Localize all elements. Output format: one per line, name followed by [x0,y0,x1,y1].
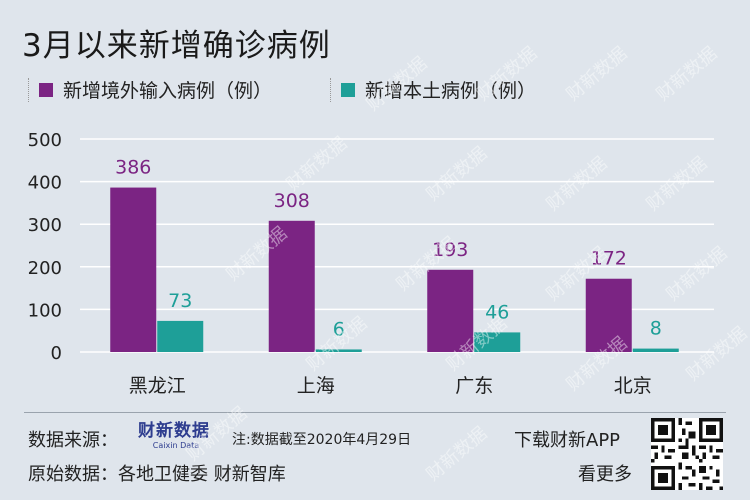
bar-local [474,332,521,352]
x-tick-label: 北京 [614,375,652,397]
legend-swatch-imported [39,82,53,97]
bar-imported [268,220,315,352]
y-tick-label: 100 [28,300,62,321]
see-more-text[interactable]: 看更多 [578,464,632,485]
source-label: 数据来源： [28,430,118,451]
y-tick-label: 200 [28,258,62,279]
y-tick-label: 0 [51,343,62,364]
x-tick-label: 黑龙江 [129,375,186,397]
data-label: 308 [274,190,310,212]
legend-swatch-local [341,82,355,97]
data-note: 注:数据截至2020年4月29日 [232,432,412,448]
data-label: 6 [333,318,345,340]
bar-local [315,349,362,352]
y-tick-label: 500 [28,130,62,151]
x-tick-label: 上海 [297,375,335,397]
qr-code-icon[interactable] [651,418,723,490]
legend: 新增境外输入病例（例） 新增本土病例（例） [0,76,750,104]
bar-local [632,348,679,352]
data-label: 172 [591,248,627,270]
x-tick-label: 广东 [455,375,493,397]
data-label: 193 [432,239,468,261]
footer: 数据来源： 财新数据 Caixin Data 注:数据截至2020年4月29日 … [0,412,750,500]
legend-item-imported: 新增境外输入病例（例） [28,76,272,103]
logo-en: Caixin Data [152,441,200,450]
chart-title: 3月以来新增确诊病例 [22,28,331,64]
y-tick-label: 300 [28,215,62,236]
data-label: 46 [485,301,509,323]
y-tick-label: 400 [28,173,62,194]
caixin-data-logo: 财新数据 Caixin Data [138,421,214,455]
chart-area: 0 100 200 300 400 500 386 73 黑龙江 308 6 上海 193 46 广东 172… [28,130,714,397]
legend-separator [330,77,331,102]
bar-imported [110,187,157,352]
legend-label-imported: 新增境外输入病例（例） [63,80,273,102]
data-label: 73 [168,290,192,312]
download-app-text[interactable]: 下载财新APP [514,430,621,451]
legend-separator [28,77,29,102]
bar-imported [427,269,474,352]
original-data-label: 原始数据：各地卫健委 财新智库 [28,464,286,485]
legend-label-local: 新增本土病例（例） [365,80,537,102]
bar-imported [585,278,632,352]
legend-item-local: 新增本土病例（例） [330,76,536,103]
data-label: 386 [115,157,151,179]
bar-chart: 0 100 200 300 400 500 386 73 黑龙江 308 6 上海 193 46 广东 172… [28,130,714,397]
bar-local [157,320,204,352]
logo-cn: 财新数据 [138,421,210,441]
data-label: 8 [650,318,662,340]
footer-divider [24,412,726,413]
